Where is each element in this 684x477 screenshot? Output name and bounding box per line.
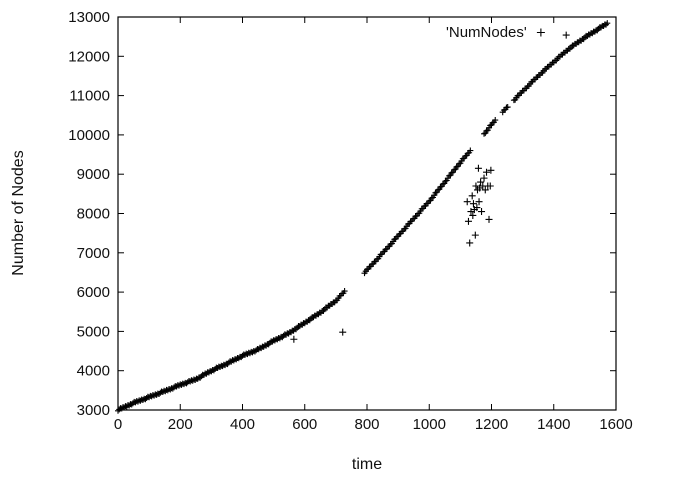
- data-point: [464, 217, 472, 225]
- data-point: [341, 288, 348, 295]
- data-point: [562, 31, 570, 39]
- data-point: [478, 208, 486, 216]
- data-point: [467, 147, 474, 154]
- tick-layer: 0 200 400 600 800 1000 1200 1400 1600 3000 4000 500…: [68, 9, 632, 433]
- y-tick-label: 12000: [68, 48, 110, 65]
- y-tick-label: 8000: [77, 206, 110, 223]
- data-point: [339, 328, 347, 336]
- y-tick-label: 3000: [77, 402, 110, 419]
- x-tick-label: 600: [292, 416, 317, 433]
- data-points: [115, 20, 611, 414]
- x-tick-label: 1400: [537, 416, 570, 433]
- data-point: [477, 178, 485, 186]
- x-tick-label: 0: [114, 416, 122, 433]
- y-tick-label: 7000: [77, 245, 110, 262]
- y-tick-label: 9000: [77, 166, 110, 183]
- data-point: [487, 166, 495, 174]
- data-point: [474, 164, 482, 172]
- legend-label: 'NumNodes': [446, 24, 527, 41]
- y-tick-label: 5000: [77, 323, 110, 340]
- x-tick-label: 1200: [475, 416, 508, 433]
- x-tick-label: 200: [168, 416, 193, 433]
- data-point: [492, 117, 499, 124]
- data-point: [290, 335, 298, 343]
- y-tick-label: 11000: [69, 88, 110, 105]
- data-point: [469, 200, 477, 208]
- x-tick-label: 1000: [413, 416, 446, 433]
- data-point: [473, 204, 481, 212]
- data-point: [504, 104, 511, 111]
- x-tick-label: 800: [354, 416, 379, 433]
- data-point: [486, 182, 494, 190]
- y-tick-label: 13000: [68, 9, 110, 26]
- legend: 'NumNodes': [446, 24, 545, 41]
- x-axis-label: time: [352, 456, 382, 473]
- x-tick-label: 400: [230, 416, 255, 433]
- x-tick-label: 1600: [599, 416, 632, 433]
- y-axis-label: Number of Nodes: [10, 150, 27, 275]
- y-tick-label: 4000: [77, 363, 110, 380]
- data-point: [475, 198, 483, 206]
- data-point: [481, 186, 489, 194]
- data-point: [485, 215, 493, 223]
- data-point: [469, 211, 477, 219]
- data-point: [472, 182, 480, 190]
- data-point: [480, 174, 488, 182]
- data-point: [604, 20, 611, 27]
- y-tick-label: 6000: [77, 284, 110, 301]
- data-point: [463, 198, 471, 206]
- data-point: [468, 192, 476, 200]
- y-tick-label: 10000: [68, 127, 110, 144]
- plot-frame: [117, 16, 617, 411]
- data-point: [471, 231, 479, 239]
- data-point: [483, 168, 491, 176]
- legend-marker: [536, 28, 545, 37]
- data-point: [466, 239, 474, 247]
